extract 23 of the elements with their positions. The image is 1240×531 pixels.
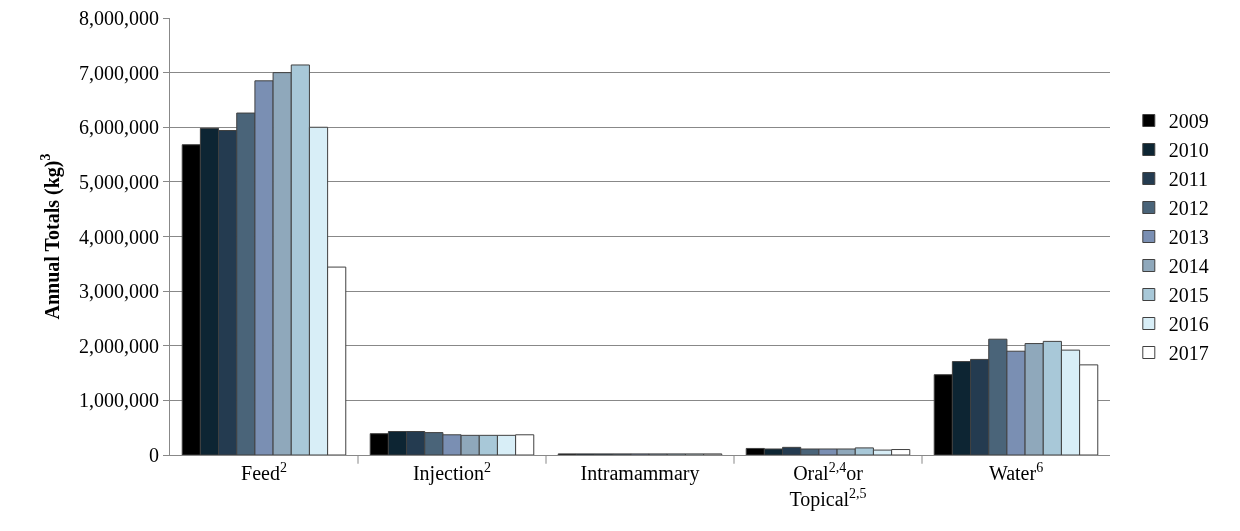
- x-tick-label: Water$^{6}$: [988, 459, 1044, 484]
- y-tick-label: 6,000,000: [79, 116, 159, 139]
- x-tick-label: Oral$^{2,4}$or Topical$^{2,5}$: [789, 459, 867, 511]
- x-tick-label: Intramammary: [580, 462, 700, 485]
- y-tick-label: 5,000,000: [79, 170, 159, 193]
- y-tick-label: 8,000,000: [79, 7, 159, 29]
- y-tick-label: 1,000,000: [79, 389, 159, 412]
- y-tick-label: 3,000,000: [79, 280, 159, 303]
- legend-label: 2012: [1168, 197, 1209, 220]
- legend-label: 2014: [1168, 255, 1209, 278]
- y-tick-label: 0: [149, 444, 159, 466]
- legend-label: 2015: [1168, 284, 1209, 307]
- x-tick-label: Injection$^{2}$: [412, 459, 492, 485]
- legend-label: 2009: [1168, 110, 1209, 133]
- x-tick-label: Feed$^{2}$: [241, 459, 287, 484]
- legend-label: 2017: [1168, 342, 1209, 365]
- legend-label: 2010: [1168, 139, 1209, 162]
- y-tick-label: 7,000,000: [79, 61, 159, 84]
- y-tick-label: 2,000,000: [79, 334, 159, 357]
- legend-label: 2016: [1168, 313, 1209, 336]
- legend-label: 2011: [1168, 168, 1209, 191]
- y-tick-label: 4,000,000: [79, 225, 159, 248]
- legend-label: 2013: [1168, 226, 1209, 249]
